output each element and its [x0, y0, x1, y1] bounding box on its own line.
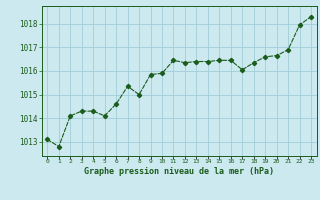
X-axis label: Graphe pression niveau de la mer (hPa): Graphe pression niveau de la mer (hPa) [84, 167, 274, 176]
